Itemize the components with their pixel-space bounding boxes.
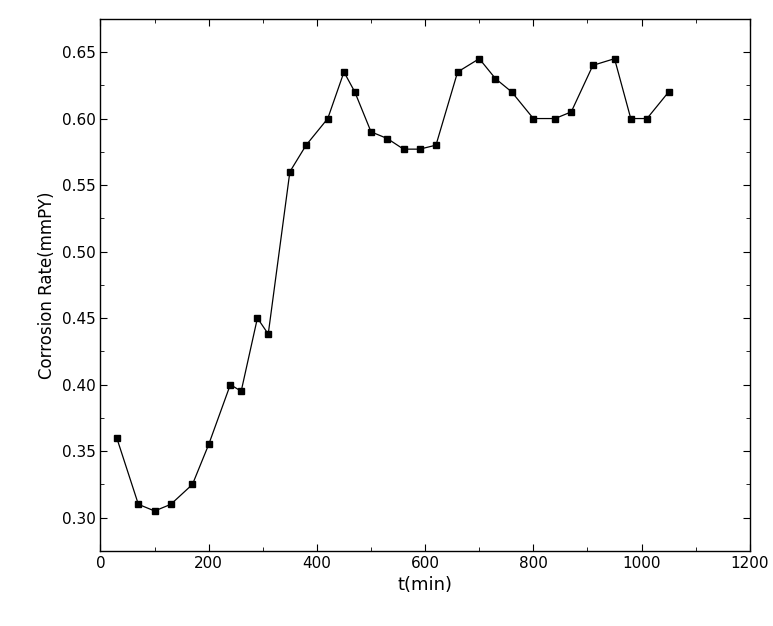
X-axis label: t(min): t(min) — [397, 577, 453, 594]
Y-axis label: Corrosion Rate(mmPY): Corrosion Rate(mmPY) — [38, 191, 56, 379]
